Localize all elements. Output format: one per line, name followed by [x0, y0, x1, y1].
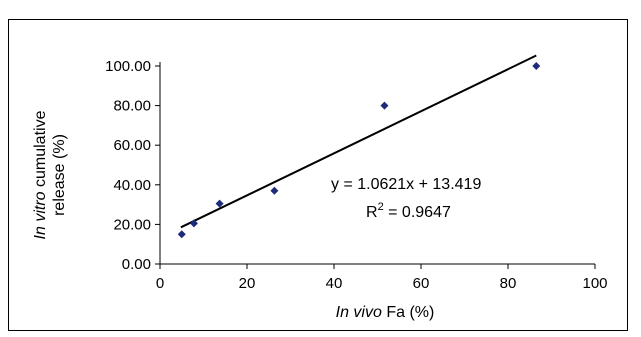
x-tick-label: 60 — [413, 275, 430, 292]
data-point — [189, 219, 198, 228]
x-tick-label: 0 — [156, 275, 164, 292]
axes — [159, 62, 595, 265]
data-points — [177, 62, 541, 239]
trendline-equation: y = 1.0621x + 13.419 — [331, 176, 481, 193]
chart-frame: 0 20 40 60 80 100 0.00 20.00 40.00 60.00 80.00 100… — [8, 19, 628, 331]
y-tick-label: 40.00 — [113, 177, 151, 194]
y-tick-label: 60.00 — [113, 137, 151, 154]
x-tick-label: 20 — [239, 275, 256, 292]
svg-text:In vitro cumulative: In vitro cumulative — [32, 110, 49, 239]
svg-text:release (%): release (%) — [51, 134, 68, 216]
scatter-chart: 0 20 40 60 80 100 0.00 20.00 40.00 60.00 80.00 100… — [32, 54, 608, 321]
y-tick-label: 100.00 — [105, 58, 151, 75]
trendline-group — [180, 54, 537, 229]
x-tick-label: 40 — [326, 275, 343, 292]
y-tick-label: 20.00 — [113, 216, 151, 233]
data-point — [380, 101, 389, 110]
r-squared-label: R2 = 0.9647 — [366, 201, 451, 221]
y-tick-label: 0.00 — [122, 256, 151, 273]
y-axis-ticks: 0.00 20.00 40.00 60.00 80.00 100.00 — [105, 58, 160, 273]
data-point — [215, 199, 224, 208]
data-point — [532, 62, 541, 70]
data-point — [270, 186, 279, 195]
trendline — [180, 54, 537, 229]
x-axis-title: In vivo Fa (%) — [336, 304, 435, 321]
x-axis-ticks: 0 20 40 60 80 100 — [156, 264, 608, 292]
y-axis-title: In vitro cumulative release (%) — [32, 110, 68, 239]
data-point — [177, 230, 186, 239]
x-tick-label: 100 — [582, 275, 607, 292]
y-tick-label: 80.00 — [113, 98, 151, 115]
x-tick-label: 80 — [500, 275, 517, 292]
